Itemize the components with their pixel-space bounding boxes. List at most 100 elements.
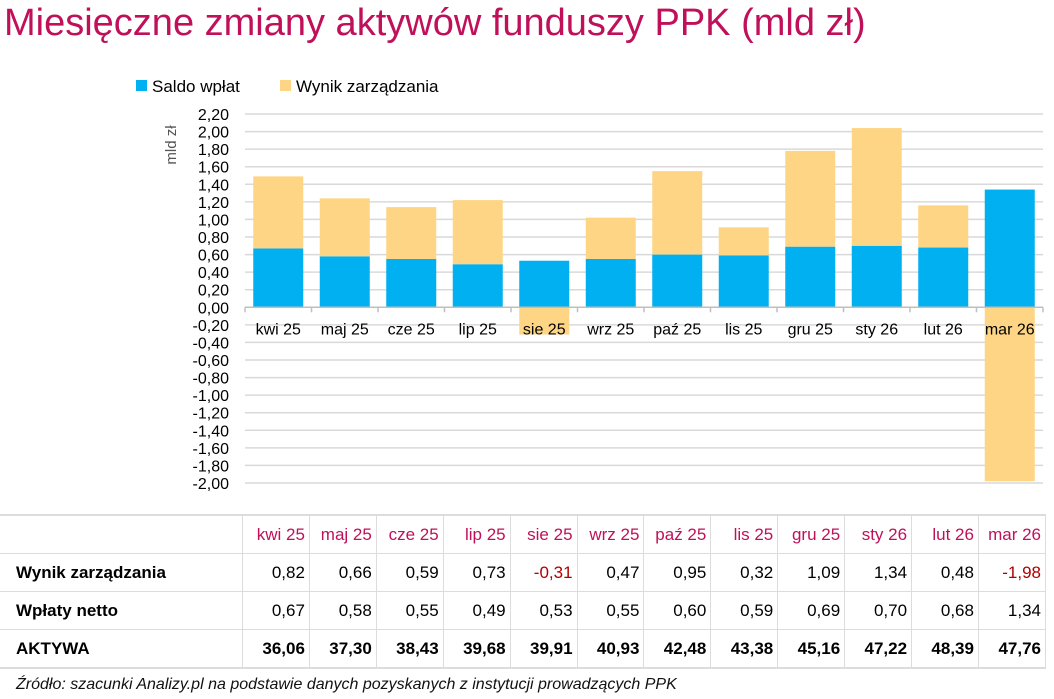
table-cell: 0,59 bbox=[710, 591, 779, 630]
table-cell: 0,53 bbox=[509, 591, 578, 630]
x-tick-label: kwi 25 bbox=[256, 321, 301, 338]
table-cell: 39,91 bbox=[509, 629, 578, 669]
table-cell: 47,22 bbox=[844, 629, 913, 669]
table-row-label: Wpłaty netto bbox=[0, 591, 243, 630]
bar-wynik-zarządzania bbox=[718, 227, 769, 256]
y-tick-label: -2,00 bbox=[193, 476, 230, 493]
table-header-cell: gru 25 bbox=[777, 514, 846, 554]
table-cell: 0,58 bbox=[308, 591, 377, 630]
table-header-cell: cze 25 bbox=[375, 514, 444, 554]
y-tick-label: 1,80 bbox=[198, 142, 229, 159]
x-tick-label: gru 25 bbox=[788, 321, 833, 338]
y-tick-label: -1,60 bbox=[193, 441, 230, 458]
bar-saldo-wpłat bbox=[585, 258, 636, 308]
table-row-label: AKTYWA bbox=[0, 629, 243, 669]
table-cell: 0,82 bbox=[242, 553, 310, 592]
table-row: AKTYWA 36,06 37,30 38,43 39,68 39,91 40,93 42,4… bbox=[0, 629, 1047, 669]
bar-saldo-wpłat bbox=[386, 258, 437, 308]
table-cell: 0,95 bbox=[643, 553, 712, 592]
x-tick-label: sie 25 bbox=[523, 321, 566, 338]
table-cell: 0,59 bbox=[375, 553, 444, 592]
x-tick-label: cze 25 bbox=[388, 321, 435, 338]
bar-saldo-wpłat bbox=[253, 248, 304, 308]
table-cell: 43,38 bbox=[710, 629, 779, 669]
bar-saldo-wpłat bbox=[652, 254, 703, 308]
table-header-cell: kwi 25 bbox=[242, 514, 310, 554]
bar-saldo-wpłat bbox=[452, 264, 503, 308]
stacked-bar-chart: -2,00-1,80-1,60-1,40-1,20-1,00-0,80-0,60… bbox=[136, 77, 1044, 493]
y-tick-label: -1,00 bbox=[193, 388, 230, 405]
table-cell: 37,30 bbox=[308, 629, 377, 669]
legend-label: Wynik zarządzania bbox=[296, 77, 439, 96]
y-tick-label: 0,60 bbox=[198, 248, 229, 265]
x-tick-label: sty 26 bbox=[855, 321, 898, 338]
legend-swatch bbox=[136, 80, 147, 91]
y-tick-label: 0,20 bbox=[198, 283, 229, 300]
bar-wynik-zarządzania bbox=[253, 176, 304, 249]
table-cell: 47,76 bbox=[977, 629, 1047, 669]
x-tick-label: wrz 25 bbox=[586, 321, 634, 338]
bar-saldo-wpłat bbox=[918, 247, 969, 308]
x-tick-label: maj 25 bbox=[321, 321, 369, 338]
x-tick-label: lip 25 bbox=[459, 321, 497, 338]
table-row: Wpłaty netto 0,67 0,58 0,55 0,49 0,53 0,55 0,60… bbox=[0, 591, 1047, 630]
bar-saldo-wpłat bbox=[319, 256, 370, 308]
table-cell: 48,39 bbox=[911, 629, 979, 669]
source-note: Źródło: szacunki Analizy.pl na podstawie… bbox=[16, 676, 677, 693]
bar-wynik-zarządzania bbox=[452, 200, 503, 265]
table-cell: 0,69 bbox=[777, 591, 846, 630]
x-tick-label: paź 25 bbox=[653, 321, 701, 338]
y-tick-label: 0,80 bbox=[198, 230, 229, 247]
table-row: Wynik zarządzania 0,82 0,66 0,59 0,73 -0,31 0,… bbox=[0, 553, 1047, 592]
table-cell: 1,09 bbox=[777, 553, 846, 592]
bar-saldo-wpłat bbox=[851, 245, 902, 308]
y-tick-label: 2,00 bbox=[198, 125, 229, 142]
data-table: kwi 25 maj 25 cze 25 lip 25 sie 25 wrz 25 paź … bbox=[0, 514, 1047, 669]
y-tick-label: -0,60 bbox=[193, 353, 230, 370]
legend-label: Saldo wpłat bbox=[152, 77, 240, 96]
table-cell: 0,55 bbox=[576, 591, 645, 630]
table-header-row: kwi 25 maj 25 cze 25 lip 25 sie 25 wrz 25 paź … bbox=[0, 514, 1047, 554]
table-header-cell: wrz 25 bbox=[576, 514, 645, 554]
table-cell: 42,48 bbox=[643, 629, 712, 669]
bar-saldo-wpłat bbox=[718, 255, 769, 308]
bar-wynik-zarządzania bbox=[386, 207, 437, 259]
y-tick-label: 1,60 bbox=[198, 160, 229, 177]
table-cell: 0,60 bbox=[643, 591, 712, 630]
table-header-cell: mar 26 bbox=[977, 514, 1047, 554]
bar-saldo-wpłat bbox=[785, 246, 836, 308]
x-tick-label: lis 25 bbox=[725, 321, 762, 338]
bar-wynik-zarządzania bbox=[851, 128, 902, 246]
y-tick-label: -1,20 bbox=[193, 406, 230, 423]
x-tick-label: lut 26 bbox=[924, 321, 963, 338]
table-cell: 1,34 bbox=[844, 553, 913, 592]
bar-wynik-zarządzania bbox=[918, 205, 969, 248]
table-cell: 39,68 bbox=[442, 629, 511, 669]
bar-wynik-zarządzania bbox=[519, 307, 570, 335]
y-axis-label: mld zł bbox=[163, 125, 180, 165]
y-tick-label: -0,80 bbox=[193, 371, 230, 388]
table-corner-cell bbox=[0, 514, 243, 554]
table-cell: 0,70 bbox=[844, 591, 913, 630]
y-tick-label: -1,40 bbox=[193, 423, 230, 440]
bar-wynik-zarządzania bbox=[984, 307, 1035, 482]
table-header-cell: paź 25 bbox=[643, 514, 712, 554]
y-tick-label: 0,00 bbox=[198, 300, 229, 317]
table-cell: 0,73 bbox=[442, 553, 511, 592]
table-cell: 0,32 bbox=[710, 553, 779, 592]
table-cell: 0,47 bbox=[576, 553, 645, 592]
table-cell: 36,06 bbox=[242, 629, 310, 669]
bar-saldo-wpłat bbox=[519, 260, 570, 308]
y-tick-label: -1,80 bbox=[193, 458, 230, 475]
table-header-cell: maj 25 bbox=[308, 514, 377, 554]
bar-wynik-zarządzania bbox=[785, 150, 836, 247]
table-cell: 0,48 bbox=[911, 553, 979, 592]
table-cell: 38,43 bbox=[375, 629, 444, 669]
y-tick-label: -0,20 bbox=[193, 318, 230, 335]
chart-title: Miesięczne zmiany aktywów funduszy PPK (… bbox=[4, 2, 866, 44]
bar-wynik-zarządzania bbox=[652, 171, 703, 255]
table-cell: 0,67 bbox=[242, 591, 310, 630]
table-header-cell: sty 26 bbox=[844, 514, 913, 554]
y-tick-label: 2,20 bbox=[198, 107, 229, 124]
